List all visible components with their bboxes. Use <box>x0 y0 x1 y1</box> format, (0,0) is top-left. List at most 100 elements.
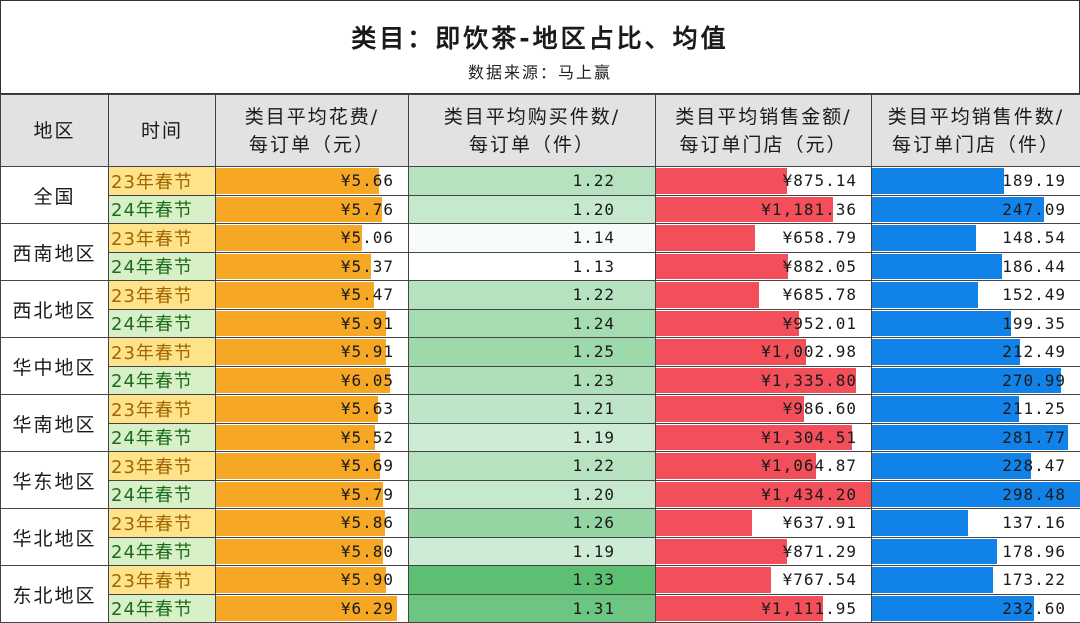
avg-spend-cell: ¥5.69 <box>216 452 409 481</box>
avg-spend-value: ¥5.66 <box>341 167 394 195</box>
avg-sales-count-value: 186.44 <box>1002 253 1066 281</box>
avg-sales-amount-value: ¥1,434.20 <box>761 481 857 509</box>
avg-spend-value: ¥5.90 <box>341 566 394 594</box>
avg-sales-amount-bar <box>656 567 771 593</box>
avg-spend-cell: ¥5.79 <box>216 480 409 509</box>
avg-sales-amount-cell: ¥986.60 <box>656 395 872 424</box>
avg-spend-cell: ¥5.91 <box>216 309 409 338</box>
chart-subtitle: 数据来源：马上赢 <box>1 59 1079 83</box>
avg-sales-count-cell: 199.35 <box>872 309 1080 338</box>
avg-spend-cell: ¥5.06 <box>216 224 409 253</box>
avg-spend-value: ¥5.91 <box>341 338 394 366</box>
header-avg-sales-amount: 类目平均销售金额/ 每订单门店（元） <box>656 95 872 167</box>
avg-sales-count-value: 148.54 <box>1002 224 1066 252</box>
data-table: 地区 时间 类目平均花费/ 每订单（元） 类目平均购买件数/ 每订单（件） 类目… <box>0 94 1080 623</box>
avg-spend-cell: ¥5.91 <box>216 338 409 367</box>
avg-sales-amount-value: ¥637.91 <box>783 509 857 537</box>
avg-sales-count-value: 298.48 <box>1002 481 1066 509</box>
avg-sales-count-cell: 232.60 <box>872 594 1080 623</box>
avg-sales-count-bar <box>872 254 1002 280</box>
avg-spend-cell: ¥6.29 <box>216 594 409 623</box>
avg-spend-value: ¥6.05 <box>341 367 394 395</box>
header-avg-sales-amount-line2: 每订单门店（元） <box>656 131 871 159</box>
time-cell: 23年春节 <box>109 281 216 310</box>
avg-qty-value: 1.22 <box>572 281 615 309</box>
avg-qty-value: 1.23 <box>572 367 615 395</box>
avg-qty-value: 1.31 <box>572 595 615 623</box>
time-cell: 23年春节 <box>109 167 216 196</box>
avg-sales-amount-cell: ¥1,434.20 <box>656 480 872 509</box>
region-cell: 华北地区 <box>1 509 109 566</box>
time-cell: 24年春节 <box>109 594 216 623</box>
chart-title: 类目：即饮茶-地区占比、均值 <box>1 19 1079 55</box>
avg-sales-count-bar <box>872 168 1004 194</box>
time-cell: 24年春节 <box>109 423 216 452</box>
region-cell: 华中地区 <box>1 338 109 395</box>
avg-sales-count-value: 212.49 <box>1002 338 1066 366</box>
avg-sales-amount-cell: ¥637.91 <box>656 509 872 538</box>
avg-qty-value: 1.20 <box>572 196 615 224</box>
avg-sales-count-value: 232.60 <box>1002 595 1066 623</box>
avg-sales-count-cell: 189.19 <box>872 167 1080 196</box>
avg-sales-count-bar <box>872 567 993 593</box>
avg-sales-amount-cell: ¥685.78 <box>656 281 872 310</box>
avg-spend-value: ¥5.69 <box>341 452 394 480</box>
avg-spend-cell: ¥5.90 <box>216 566 409 595</box>
avg-qty-cell: 1.24 <box>409 309 656 338</box>
header-avg-spend: 类目平均花费/ 每订单（元） <box>216 95 409 167</box>
avg-sales-count-bar <box>872 282 978 308</box>
avg-qty-value: 1.25 <box>572 338 615 366</box>
avg-spend-value: ¥5.47 <box>341 281 394 309</box>
avg-qty-cell: 1.13 <box>409 252 656 281</box>
avg-sales-amount-value: ¥767.54 <box>783 566 857 594</box>
avg-qty-value: 1.13 <box>572 253 615 281</box>
avg-qty-value: 1.20 <box>572 481 615 509</box>
avg-qty-value: 1.33 <box>572 566 615 594</box>
header-region: 地区 <box>1 95 109 167</box>
avg-sales-count-cell: 148.54 <box>872 224 1080 253</box>
avg-qty-cell: 1.20 <box>409 480 656 509</box>
header-avg-qty-line1: 类目平均购买件数/ <box>409 103 655 131</box>
avg-sales-count-bar <box>872 311 1011 337</box>
avg-qty-cell: 1.33 <box>409 566 656 595</box>
avg-sales-amount-cell: ¥875.14 <box>656 167 872 196</box>
avg-sales-count-value: 270.99 <box>1002 367 1066 395</box>
region-cell: 西北地区 <box>1 281 109 338</box>
avg-sales-count-value: 281.77 <box>1002 424 1066 452</box>
avg-qty-cell: 1.19 <box>409 423 656 452</box>
avg-spend-value: ¥6.29 <box>341 595 394 623</box>
avg-sales-amount-cell: ¥882.05 <box>656 252 872 281</box>
avg-sales-count-value: 189.19 <box>1002 167 1066 195</box>
header-avg-sales-count-line2: 每订单门店（件） <box>872 131 1080 159</box>
avg-sales-amount-bar <box>656 282 759 308</box>
avg-sales-amount-value: ¥986.60 <box>783 395 857 423</box>
time-cell: 23年春节 <box>109 452 216 481</box>
avg-qty-value: 1.21 <box>572 395 615 423</box>
avg-spend-value: ¥5.86 <box>341 509 394 537</box>
avg-spend-cell: ¥6.05 <box>216 366 409 395</box>
time-cell: 24年春节 <box>109 366 216 395</box>
avg-spend-cell: ¥5.52 <box>216 423 409 452</box>
title-block: 类目：即饮茶-地区占比、均值 数据来源：马上赢 <box>0 0 1080 94</box>
avg-sales-amount-cell: ¥1,002.98 <box>656 338 872 367</box>
avg-sales-count-bar <box>872 339 1020 365</box>
avg-spend-cell: ¥5.63 <box>216 395 409 424</box>
avg-qty-cell: 1.26 <box>409 509 656 538</box>
avg-qty-value: 1.22 <box>572 452 615 480</box>
avg-sales-count-value: 211.25 <box>1002 395 1066 423</box>
avg-spend-value: ¥5.79 <box>341 481 394 509</box>
